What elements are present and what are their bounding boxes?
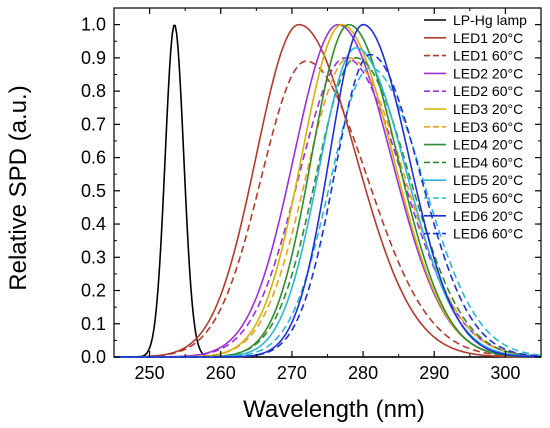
x-tick-label: 270 bbox=[277, 363, 307, 383]
y-tick-label: 0.4 bbox=[81, 214, 106, 234]
y-axis-title: Relative SPD (a.u.) bbox=[5, 85, 32, 290]
y-tick-label: 0.5 bbox=[81, 181, 106, 201]
legend-label-5: LED3 20°C bbox=[453, 101, 523, 117]
x-tick-label: 300 bbox=[490, 363, 520, 383]
y-tick-label: 0.7 bbox=[81, 114, 106, 134]
x-tick-label: 280 bbox=[348, 363, 378, 383]
y-tick-label: 0.9 bbox=[81, 48, 106, 68]
legend-label-8: LED4 60°C bbox=[453, 154, 523, 170]
legend-label-12: LED6 60°C bbox=[453, 226, 523, 242]
legend-label-2: LED1 60°C bbox=[453, 48, 523, 64]
y-tick-label: 0.3 bbox=[81, 247, 106, 267]
y-tick-label: 0.0 bbox=[81, 347, 106, 367]
x-tick-label: 260 bbox=[206, 363, 236, 383]
legend-label-11: LED6 20°C bbox=[453, 208, 523, 224]
legend-label-6: LED3 60°C bbox=[453, 119, 523, 135]
legend-label-10: LED5 60°C bbox=[453, 190, 523, 206]
y-tick-label: 0.2 bbox=[81, 281, 106, 301]
legend-label-3: LED2 20°C bbox=[453, 65, 523, 81]
y-tick-label: 0.1 bbox=[81, 314, 106, 334]
y-tick-label: 0.8 bbox=[81, 81, 106, 101]
x-axis-title: Wavelength (nm) bbox=[243, 396, 425, 423]
axes-layer: 250 260 270 280 290 300 0.0 0.1 0.2 0.3 0.4 0.5 0.6 0… bbox=[81, 8, 542, 383]
x-tick-label: 250 bbox=[135, 363, 165, 383]
x-tick-label: 290 bbox=[419, 363, 449, 383]
y-tick-label: 0.6 bbox=[81, 148, 106, 168]
legend-label-1: LED1 20°C bbox=[453, 30, 523, 46]
series-line-1 bbox=[114, 23, 541, 358]
legend-label-0: LP-Hg lamp bbox=[453, 12, 527, 28]
legend-label-9: LED5 20°C bbox=[453, 172, 523, 188]
legend-label-7: LED4 20°C bbox=[453, 137, 523, 153]
y-tick-label: 1.0 bbox=[81, 15, 106, 35]
legend-label-4: LED2 60°C bbox=[453, 83, 523, 99]
